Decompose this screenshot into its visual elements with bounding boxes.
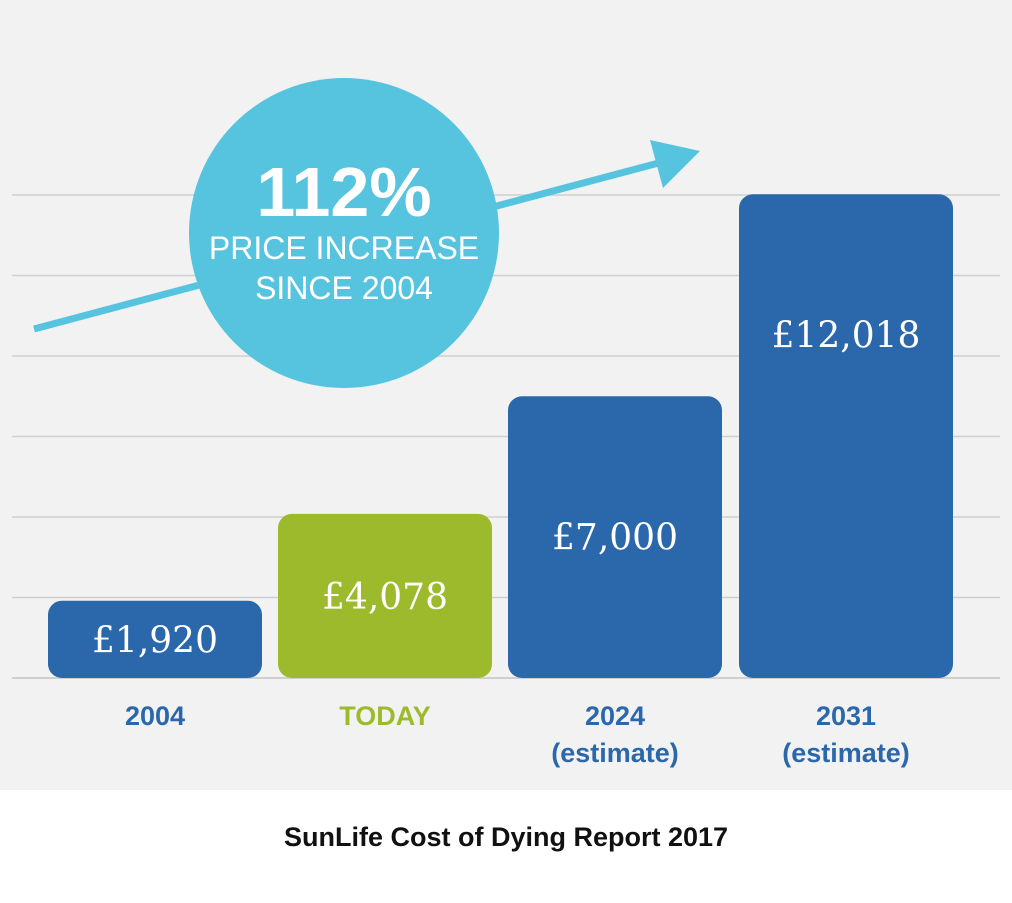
callout-badge: 112% PRICE INCREASE SINCE 2004 — [189, 78, 499, 388]
callout-headline: 112% — [256, 153, 431, 231]
bar — [739, 194, 953, 678]
chart-panel: 112% PRICE INCREASE SINCE 2004 £1,920 £4,… — [0, 0, 1012, 790]
bar-value-label: £12,018 — [772, 315, 921, 356]
bar-value-label: £7,000 — [552, 517, 678, 558]
x-axis-labels: 2004 TODAY 2024 (estimate) 2031 (estimate) — [125, 701, 910, 768]
x-tick-sublabel: (estimate) — [551, 738, 679, 768]
bar — [508, 396, 722, 678]
bar-value-label: £1,920 — [92, 620, 218, 661]
trend-arrow-head — [650, 140, 700, 188]
chart-caption: SunLife Cost of Dying Report 2017 — [283, 822, 729, 852]
chart-svg: 112% PRICE INCREASE SINCE 2004 £1,920 £4,… — [12, 78, 1000, 768]
x-tick-sublabel: (estimate) — [782, 738, 910, 768]
x-tick-label: 2031 — [816, 701, 876, 731]
bars: £1,920 £4,078 £7,000 £12,018 — [48, 194, 953, 678]
callout-circle — [189, 78, 499, 388]
bar-value-label: £4,078 — [322, 577, 448, 618]
callout-line2: SINCE 2004 — [255, 270, 433, 306]
x-tick-label: 2024 — [585, 701, 645, 731]
x-tick-label: TODAY — [339, 701, 431, 731]
bar — [48, 600, 262, 678]
callout-line1: PRICE INCREASE — [209, 230, 479, 266]
x-tick-label: 2004 — [125, 701, 185, 731]
bar — [278, 513, 492, 678]
